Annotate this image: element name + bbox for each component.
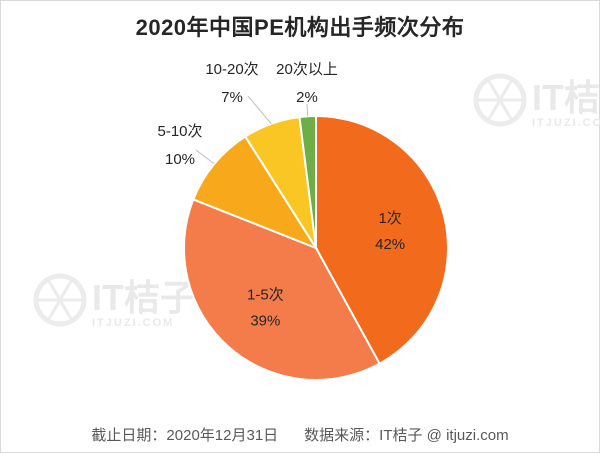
watermark-brand: IT桔子 — [532, 77, 600, 118]
watermark-logo-icon — [33, 273, 87, 327]
watermark-site: ITJUZI.COM — [92, 317, 174, 329]
watermark-site: ITJUZI.COM — [532, 117, 600, 129]
slice-label-value-4: 7% — [221, 89, 243, 106]
chart-title: 2020年中国PE机构出手频次分布 — [135, 15, 465, 40]
slice-label-value-3: 10% — [165, 151, 195, 168]
leader-line-4 — [247, 95, 272, 125]
slice-label-category-2: 1-5次 — [247, 286, 284, 303]
slice-label-category-3: 5-10次 — [157, 123, 202, 140]
pie-slices — [183, 114, 449, 381]
slice-label-category-1: 1次 — [378, 210, 401, 227]
pie-slice-3 — [191, 135, 319, 251]
slice-label-value-5: 2% — [296, 89, 318, 106]
pie-slice-2 — [183, 198, 381, 381]
pie-slice-1 — [315, 114, 449, 366]
footer: 截止日期：2020年12月31日 数据来源：IT桔子 @ itjuzi.com — [0, 424, 600, 445]
leader-lines — [195, 95, 309, 165]
leader-line-5 — [306, 103, 309, 117]
cutoff-date: 截止日期：2020年12月31日 — [91, 427, 279, 444]
watermark-brand: IT桔子 — [92, 277, 196, 318]
slice-label-category-4: 10-20次 — [205, 61, 258, 78]
slice-label-category-5: 20次以上 — [276, 61, 338, 78]
watermark-logo-icon — [473, 73, 527, 127]
slice-labels: 1次 42% 1-5次 39% 5-10次 10% 10-20次 7% 20次以上 2% — [157, 61, 405, 329]
slice-label-value-1: 42% — [375, 236, 405, 253]
leader-line-3 — [195, 149, 215, 165]
data-source: 数据来源：IT桔子 @ itjuzi.com — [304, 427, 509, 444]
pie-slice-5 — [298, 114, 317, 249]
slice-label-value-2: 39% — [250, 312, 280, 329]
